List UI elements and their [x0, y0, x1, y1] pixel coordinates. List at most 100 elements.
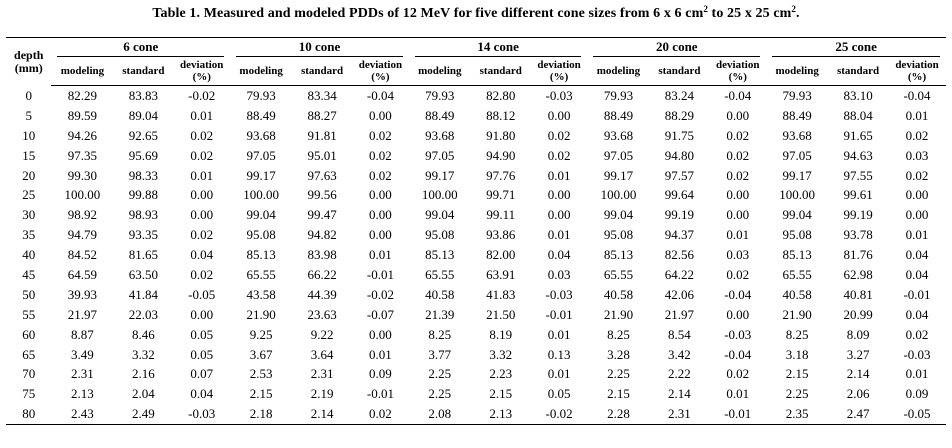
modeling-cell-cone-20: 8.25 — [607, 326, 630, 342]
modeling-cell-cone-14: 95.08 — [425, 227, 455, 243]
deviation-cell-cone-10: 0.02 — [352, 404, 409, 426]
standard-cell-cone-20: 99.19 — [664, 207, 695, 223]
standard-cell-cone-20: 83.24 — [664, 87, 695, 103]
modeling-cell-cone-25: 2.15 — [785, 366, 809, 382]
deviation-cell-cone-6: 0.00 — [190, 207, 214, 223]
caption-sup-1: 2 — [703, 4, 708, 14]
modeling-cell-cone-6: 97.35 — [67, 147, 98, 163]
deviation-cell-cone-6: 0.04 — [190, 247, 214, 263]
deviation-cell-cone-20: -0.01 — [709, 404, 767, 426]
modeling-cell-cone-25: 99.17 — [782, 167, 812, 183]
modeling-cell-cone-6: 2.43 — [51, 404, 114, 426]
modeling-cell-cone-25: 79.93 — [782, 87, 812, 103]
standard-cell-cone-20: 42.06 — [664, 286, 695, 302]
modeling-cell-cone-14: 65.55 — [425, 266, 455, 282]
table-row: 30 98.92 98.93 0.00 99.04 99.47 0.00 99.04 99.11… — [6, 205, 946, 225]
deviation-cell-cone-14: 0.13 — [547, 346, 571, 362]
modeling-cell-cone-25: 100.00 — [779, 187, 816, 203]
depth-cell: 70 — [22, 366, 36, 382]
standard-cell-cone-10: 95.01 — [307, 147, 337, 163]
standard-cell-cone-6: 95.69 — [128, 147, 158, 163]
deviation-cell-cone-25: 0.02 — [905, 127, 929, 143]
table-row: 65 3.49 3.32 0.05 3.67 3.64 0.01 3.77 3.32 0.13 3.… — [6, 345, 946, 365]
deviation-cell-cone-10: -0.02 — [366, 286, 394, 302]
table-row: 20 99.30 98.33 0.01 99.17 97.63 0.02 99.17 97.76… — [6, 166, 946, 186]
depth-cell: 0 — [25, 87, 32, 103]
standard-cell-cone-25: 94.63 — [843, 147, 873, 163]
table-caption: Table 1. Measured and modeled PDDs of 12… — [0, 4, 952, 22]
standard-cell-cone-6: 3.32 — [131, 346, 155, 362]
cone-group-header-14: 14 cone — [408, 37, 588, 57]
deviation-cell-cone-6: 0.02 — [190, 147, 214, 163]
modeling-cell-cone-6: 8.87 — [71, 326, 94, 342]
standard-cell-cone-14: 94.90 — [486, 147, 516, 163]
standard-cell-cone-20: 94.37 — [664, 227, 695, 243]
standard-cell-cone-10: 66.22 — [307, 266, 337, 282]
standard-cell-cone-25: 62.98 — [843, 266, 873, 282]
deviation-cell-cone-20: 0.00 — [726, 207, 750, 223]
table-row: 75 2.13 2.04 0.04 2.15 2.19 -0.01 2.25 2.15 0.05 2… — [6, 384, 946, 404]
modeling-cell-cone-6: 84.52 — [67, 247, 98, 263]
standard-cell-cone-14: 21.50 — [486, 306, 516, 322]
deviation-cell-cone-10: 0.00 — [369, 187, 392, 203]
standard-cell-cone-14: 82.00 — [486, 247, 516, 263]
deviation-cell-cone-6: 0.02 — [190, 227, 214, 243]
standard-cell-cone-6: 22.03 — [128, 306, 158, 322]
standard-cell-cone-6: 99.88 — [128, 187, 158, 203]
deviation-cell-cone-6: 0.02 — [190, 266, 214, 282]
deviation-cell-cone-6: -0.05 — [188, 286, 216, 302]
standard-cell-cone-25: 3.27 — [846, 346, 870, 362]
deviation-cell-cone-25: -0.03 — [903, 346, 931, 362]
standard-cell-cone-25: 20.99 — [843, 306, 873, 322]
deviation-cell-cone-14: -0.02 — [530, 404, 588, 426]
cone-group-header-20: 20 cone — [587, 37, 767, 57]
modeling-cell-cone-6: 2.31 — [71, 366, 94, 382]
standard-cell-cone-6: 2.16 — [131, 366, 155, 382]
standard-cell-cone-6: 41.84 — [128, 286, 158, 302]
deviation-cell-cone-25: 0.09 — [905, 386, 929, 402]
modeling-cell-cone-14: 97.05 — [425, 147, 455, 163]
modeling-cell-cone-10: 100.00 — [243, 187, 279, 203]
standard-cell-cone-25: 97.55 — [843, 167, 873, 183]
standard-cell-cone-14: 63.91 — [486, 266, 516, 282]
modeling-cell-cone-14: 3.77 — [428, 346, 452, 362]
modeling-cell-cone-10: 65.55 — [246, 266, 276, 282]
modeling-cell-cone-20: 3.28 — [607, 346, 630, 362]
table-row: 0 82.29 83.83 -0.02 79.93 83.34 -0.04 79.93 82.8… — [6, 86, 946, 106]
depth-header-line1: depth — [14, 47, 44, 62]
modeling-cell-cone-10: 99.17 — [246, 167, 276, 183]
deviation-cell-cone-20: -0.04 — [724, 87, 752, 103]
deviation-cell-cone-14: 0.01 — [547, 366, 571, 382]
modeling-cell-cone-14: 40.58 — [425, 286, 455, 302]
deviation-cell-cone-25: 0.01 — [905, 107, 929, 123]
cone-group-header-25: 25 cone — [766, 37, 946, 57]
standard-cell-cone-20: 94.80 — [664, 147, 695, 163]
deviation-cell-cone-10: -0.01 — [366, 386, 394, 402]
depth-header: depth (mm) — [6, 37, 52, 86]
standard-cell-cone-6: 92.65 — [128, 127, 158, 143]
modeling-cell-cone-20: 99.17 — [603, 167, 634, 183]
standard-cell-cone-10: 83.34 — [307, 87, 337, 103]
standard-header-cone-20: standard — [649, 57, 710, 86]
standard-cell-cone-25: 88.04 — [843, 107, 873, 123]
table-row: 70 2.31 2.16 0.07 2.53 2.31 0.09 2.25 2.23 0.01 2.… — [6, 364, 946, 384]
modeling-cell-cone-10: 93.68 — [246, 127, 276, 143]
standard-cell-cone-10: 23.63 — [307, 306, 337, 322]
modeling-cell-cone-20: 2.28 — [587, 404, 650, 426]
modeling-cell-cone-10: 21.90 — [246, 306, 276, 322]
deviation-cell-cone-20: 0.02 — [726, 266, 750, 282]
standard-cell-cone-25: 8.09 — [846, 326, 870, 342]
standard-cell-cone-10: 2.31 — [310, 366, 334, 382]
deviation-cell-cone-14: 0.02 — [547, 127, 571, 143]
modeling-cell-cone-10: 99.04 — [246, 207, 276, 223]
deviation-cell-cone-10: 0.02 — [369, 167, 392, 183]
modeling-cell-cone-6: 94.79 — [67, 227, 98, 243]
deviation-cell-cone-25: 0.04 — [905, 306, 929, 322]
modeling-cell-cone-6: 64.59 — [67, 266, 98, 282]
modeling-header-cone-14: modeling — [408, 57, 471, 86]
deviation-cell-cone-6: 0.05 — [190, 326, 214, 342]
deviation-header-cone-10: deviation (%) — [352, 57, 409, 86]
standard-header-cone-6: standard — [113, 57, 174, 86]
standard-cell-cone-14: 41.83 — [486, 286, 516, 302]
deviation-cell-cone-6: 0.01 — [190, 167, 214, 183]
